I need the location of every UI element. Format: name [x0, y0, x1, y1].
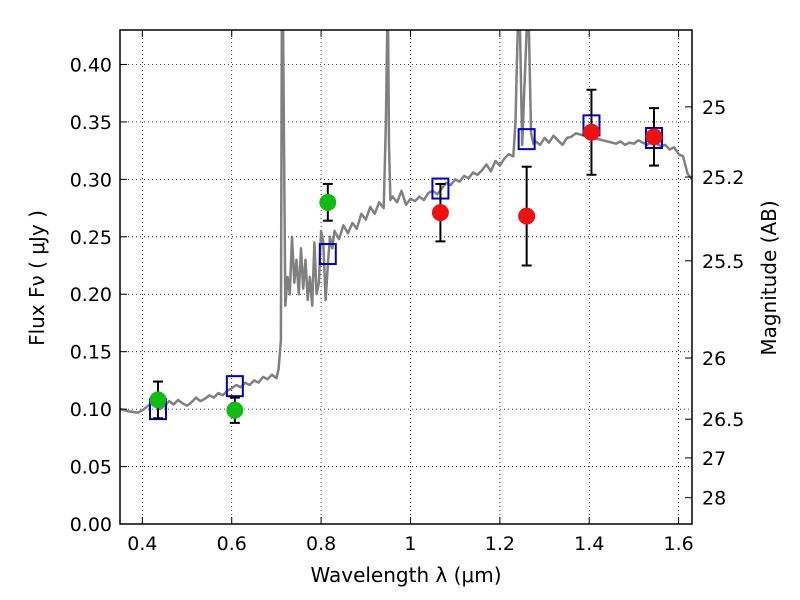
- y-axis-ticks: 0.00 0.05 0.10 0.15 0.20 0.25 0.30 0.35 0.40: [70, 54, 127, 536]
- y-tick-label: 0.20: [70, 284, 112, 306]
- y-tick-label: 0.05: [70, 457, 112, 479]
- x-axis-ticks: 0.4 0.6 0.8 1 1.2 1.4 1.6: [127, 30, 694, 555]
- x-tick-label: 1.4: [574, 533, 604, 555]
- magnitude-tick-label: 26.5: [702, 409, 744, 431]
- y-tick-label: 0.15: [70, 342, 112, 364]
- y-tick-label: 0.00: [70, 514, 112, 536]
- y-tick-label: 0.25: [70, 227, 112, 249]
- observed-flux-point: [645, 128, 663, 146]
- magnitude-axis-ticks: 25 25.2 25.5 26 26.5 27 28: [685, 97, 744, 510]
- x-tick-label: 1.2: [485, 533, 515, 555]
- plot-frame: [119, 29, 693, 525]
- y-tick-label: 0.35: [70, 112, 112, 134]
- x-tick-label: 0.6: [217, 533, 247, 555]
- grid-lines: [120, 30, 692, 525]
- y-tick-label: 0.40: [70, 54, 112, 76]
- sed-model-line: [120, 30, 692, 414]
- observed-flux-point: [149, 391, 167, 409]
- x-tick-label: 0.8: [306, 533, 336, 555]
- observed-flux-point: [431, 204, 449, 222]
- magnitude-tick-label: 28: [702, 488, 726, 510]
- plot-content: [120, 30, 692, 424]
- y-tick-label: 0.30: [70, 169, 112, 191]
- magnitude-tick-label: 27: [702, 448, 726, 470]
- magnitude-axis-label: Magnitude (AB): [757, 200, 781, 355]
- model-flux-square-marker: [225, 375, 244, 398]
- observed-flux-point: [226, 401, 244, 419]
- observed-flux-point: [582, 123, 600, 141]
- x-tick-label: 1: [404, 533, 416, 555]
- x-axis-label: Wavelength λ (μm): [310, 563, 501, 587]
- observed-flux-point: [518, 207, 536, 225]
- x-tick-label: 0.4: [127, 533, 157, 555]
- model-flux-square-marker: [318, 243, 337, 266]
- magnitude-tick-label: 26: [702, 348, 726, 370]
- y-axis-label: Flux Fν ( μJy ): [25, 210, 49, 346]
- magnitude-tick-label: 25.2: [702, 167, 744, 189]
- magnitude-tick-label: 25.5: [702, 251, 744, 273]
- magnitude-tick-label: 25: [702, 97, 726, 119]
- y-tick-label: 0.10: [70, 399, 112, 421]
- model-flux-square-marker: [517, 128, 536, 151]
- observed-flux-point: [319, 193, 337, 211]
- x-tick-label: 1.6: [663, 533, 693, 555]
